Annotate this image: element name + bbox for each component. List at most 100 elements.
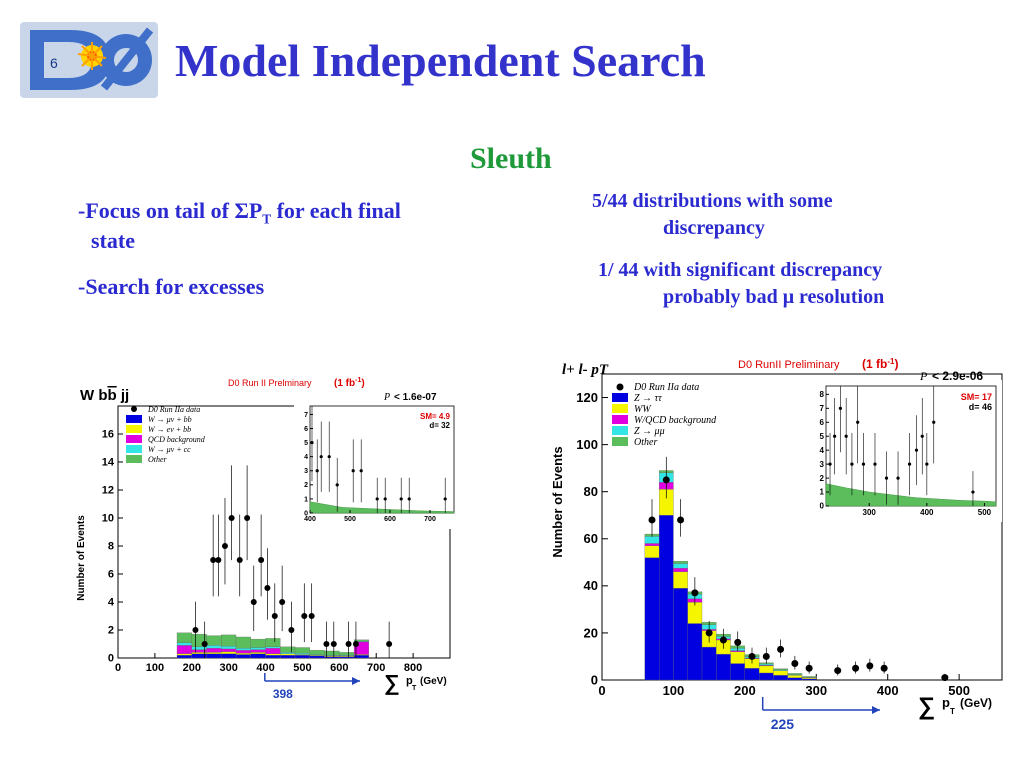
legend-label: D0 Run IIa data bbox=[147, 405, 200, 414]
bar-blue bbox=[280, 655, 296, 659]
bar-yellow bbox=[758, 665, 774, 674]
x-tick-label: 600 bbox=[330, 662, 348, 674]
bar-yellow bbox=[191, 652, 207, 654]
bar-magenta bbox=[235, 650, 251, 654]
bar-blue bbox=[658, 515, 674, 681]
bar-yellow bbox=[687, 602, 703, 624]
y-axis-label: Number of Events bbox=[76, 515, 87, 601]
y-tick-label: 10 bbox=[102, 513, 114, 525]
inset-data-point bbox=[844, 434, 848, 438]
bar-blue bbox=[309, 655, 325, 659]
inset-y-tick-label: 7 bbox=[304, 412, 308, 419]
bar-green bbox=[673, 560, 688, 564]
inset-y-tick-label: 7 bbox=[820, 404, 825, 413]
bar-blue bbox=[235, 654, 251, 659]
bullet-focus-tail-line2: state bbox=[91, 228, 135, 253]
inset-data-point bbox=[315, 469, 319, 473]
legend-swatch-yellow bbox=[612, 404, 628, 413]
inset-y-tick-label: 4 bbox=[820, 446, 825, 455]
bar-green bbox=[309, 650, 325, 655]
bar-blue bbox=[687, 623, 703, 681]
inset-data-point bbox=[359, 469, 363, 473]
channel-label: W bb jj bbox=[80, 387, 129, 404]
x-tick-label: 300 bbox=[805, 683, 827, 698]
data-point bbox=[719, 636, 727, 644]
bar-cyan bbox=[758, 663, 774, 666]
bar-blue bbox=[294, 655, 310, 659]
bar-blue bbox=[801, 678, 817, 681]
bar-green bbox=[221, 634, 237, 647]
subtitle: Sleuth bbox=[470, 142, 552, 175]
legend-swatch-magenta bbox=[126, 435, 142, 443]
inset-y-tick-label: 6 bbox=[304, 426, 308, 433]
bar-blue bbox=[716, 653, 731, 681]
legend-label: Other bbox=[148, 455, 168, 464]
y-tick-label: 16 bbox=[102, 429, 114, 441]
inset-y-tick-label: 5 bbox=[304, 440, 308, 447]
bar-cyan bbox=[265, 646, 281, 649]
inset-y-tick-label: 8 bbox=[820, 390, 825, 399]
bar-green bbox=[265, 638, 281, 647]
inset-x-tick-label: 400 bbox=[304, 516, 316, 523]
bar-green bbox=[353, 639, 369, 642]
x-axis-sum-symbol: ∑ bbox=[918, 693, 935, 720]
bar-green bbox=[339, 652, 355, 656]
inset-data-point bbox=[925, 462, 929, 466]
x-axis-t: T bbox=[412, 685, 417, 692]
data-point bbox=[279, 599, 286, 605]
inset-data-point bbox=[383, 497, 387, 501]
x-tick-label: 500 bbox=[293, 662, 311, 674]
bar-yellow bbox=[801, 677, 817, 679]
bar-green bbox=[801, 676, 817, 678]
bar-magenta bbox=[206, 648, 222, 653]
data-point bbox=[352, 641, 359, 647]
x-axis-sum-symbol: ∑ bbox=[384, 670, 400, 695]
bar-yellow bbox=[644, 545, 660, 558]
inset-background-band bbox=[825, 483, 997, 507]
y-tick-label: 120 bbox=[576, 390, 598, 405]
legend-swatch-green bbox=[612, 437, 628, 446]
bar-blue bbox=[787, 677, 803, 681]
bar-blue bbox=[673, 588, 688, 681]
inset-data-point bbox=[884, 476, 889, 480]
inset-data-point bbox=[920, 434, 924, 438]
bar-yellow bbox=[673, 571, 688, 589]
legend-label: W → μν + cc bbox=[148, 445, 191, 454]
inset-y-tick-label: 2 bbox=[820, 474, 825, 483]
bar-yellow bbox=[206, 652, 222, 654]
bar-blue bbox=[324, 656, 340, 659]
legend-label: W/QCD background bbox=[634, 415, 717, 426]
inset-data-point bbox=[833, 434, 837, 438]
data-point bbox=[323, 641, 330, 647]
bar-blue bbox=[744, 668, 760, 681]
inset-data-point bbox=[971, 490, 975, 494]
bar-cyan bbox=[280, 652, 296, 654]
inset-data-point bbox=[873, 462, 877, 466]
legend-marker-data bbox=[131, 406, 137, 412]
legend-label: W → μν + bb bbox=[148, 415, 192, 424]
bar-blue bbox=[339, 656, 355, 659]
bar-cyan bbox=[250, 647, 266, 650]
data-point bbox=[345, 641, 352, 647]
legend-swatch-cyan bbox=[126, 445, 142, 453]
bar-magenta bbox=[176, 645, 192, 654]
x-tick-label: 400 bbox=[256, 662, 274, 674]
inset-data-point bbox=[319, 455, 323, 459]
svg-text:6: 6 bbox=[50, 55, 58, 71]
pvalue-p: P bbox=[919, 369, 928, 383]
y-tick-label: 20 bbox=[584, 625, 598, 640]
pvalue: < 2.9e-06 bbox=[932, 369, 983, 383]
bar-magenta bbox=[673, 568, 688, 572]
inset-y-tick-label: 4 bbox=[304, 454, 308, 461]
bar-magenta bbox=[221, 648, 237, 652]
bar-yellow bbox=[787, 675, 803, 678]
pvalue: < 1.6e-07 bbox=[394, 392, 437, 403]
inset-data-point bbox=[375, 497, 379, 501]
threshold-arrowhead bbox=[352, 677, 360, 685]
bar-green bbox=[280, 646, 296, 653]
discrepancy-note-2-line2: probably bad μ resolution bbox=[663, 286, 885, 308]
bar-blue bbox=[773, 675, 788, 681]
bar-blue bbox=[206, 653, 222, 659]
data-point bbox=[791, 660, 799, 668]
bar-cyan bbox=[176, 642, 192, 646]
